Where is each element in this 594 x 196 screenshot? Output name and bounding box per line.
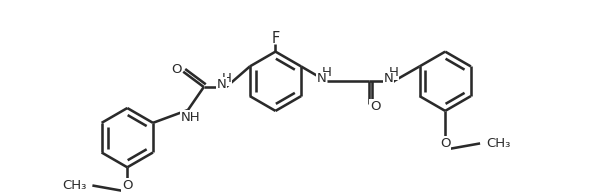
Text: N: N <box>217 78 226 91</box>
Text: CH₃: CH₃ <box>62 179 87 192</box>
Text: O: O <box>370 100 381 113</box>
Text: NH: NH <box>181 111 200 124</box>
Text: CH₃: CH₃ <box>486 137 510 150</box>
Text: O: O <box>440 137 450 150</box>
Text: H: H <box>322 66 331 79</box>
Text: H: H <box>222 72 231 85</box>
Text: N: N <box>384 72 394 85</box>
Text: N: N <box>317 72 327 85</box>
Text: F: F <box>271 31 280 46</box>
Text: O: O <box>122 179 132 192</box>
Text: H: H <box>388 66 399 79</box>
Text: O: O <box>171 63 182 76</box>
